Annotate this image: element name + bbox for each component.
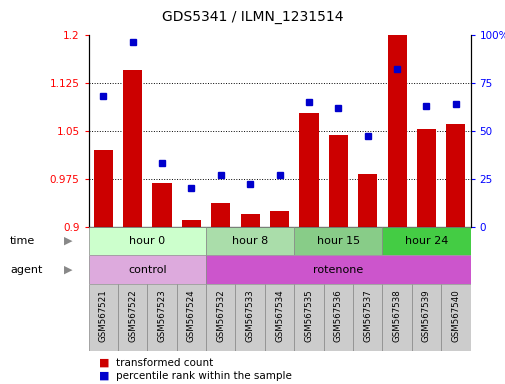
Bar xyxy=(181,220,200,227)
Bar xyxy=(88,255,206,284)
Text: GSM567537: GSM567537 xyxy=(363,290,372,342)
Bar xyxy=(358,174,377,227)
Text: GDS5341 / ILMN_1231514: GDS5341 / ILMN_1231514 xyxy=(162,10,343,23)
Bar xyxy=(328,135,347,227)
Text: ■: ■ xyxy=(98,371,109,381)
Bar xyxy=(270,210,288,227)
Bar xyxy=(323,284,352,351)
Bar xyxy=(93,150,113,227)
Text: hour 0: hour 0 xyxy=(129,236,165,246)
Bar xyxy=(352,284,382,351)
Text: hour 15: hour 15 xyxy=(316,236,359,246)
Bar xyxy=(176,284,206,351)
Bar xyxy=(206,227,294,255)
Bar xyxy=(211,203,230,227)
Bar xyxy=(382,284,411,351)
Bar xyxy=(118,284,147,351)
Text: GSM567534: GSM567534 xyxy=(275,290,283,342)
Bar xyxy=(123,70,142,227)
Bar xyxy=(206,284,235,351)
Bar xyxy=(264,284,294,351)
Bar xyxy=(294,284,323,351)
Text: hour 8: hour 8 xyxy=(232,236,268,246)
Text: GSM567539: GSM567539 xyxy=(421,290,430,342)
Text: ▶: ▶ xyxy=(64,236,72,246)
Bar xyxy=(299,113,318,227)
Text: GSM567540: GSM567540 xyxy=(450,290,460,342)
Text: GSM567538: GSM567538 xyxy=(392,290,401,342)
Bar xyxy=(152,183,171,227)
Bar xyxy=(294,227,382,255)
Bar xyxy=(416,129,435,227)
Bar xyxy=(387,0,406,227)
Text: GSM567533: GSM567533 xyxy=(245,290,254,342)
Bar xyxy=(206,255,470,284)
Text: GSM567523: GSM567523 xyxy=(157,290,166,342)
Text: GSM567524: GSM567524 xyxy=(186,290,195,342)
Text: GSM567532: GSM567532 xyxy=(216,290,225,342)
Text: GSM567521: GSM567521 xyxy=(98,290,108,342)
Text: rotenone: rotenone xyxy=(313,265,363,275)
Bar xyxy=(411,284,440,351)
Text: percentile rank within the sample: percentile rank within the sample xyxy=(116,371,292,381)
Text: GSM567535: GSM567535 xyxy=(304,290,313,342)
Text: agent: agent xyxy=(10,265,42,275)
Bar xyxy=(240,214,259,227)
Text: time: time xyxy=(10,236,35,246)
Text: transformed count: transformed count xyxy=(116,358,213,368)
Bar xyxy=(382,227,470,255)
Bar xyxy=(88,284,118,351)
Text: GSM567536: GSM567536 xyxy=(333,290,342,342)
Bar xyxy=(147,284,176,351)
Text: hour 24: hour 24 xyxy=(404,236,447,246)
Text: control: control xyxy=(128,265,166,275)
Bar xyxy=(440,284,470,351)
Text: GSM567522: GSM567522 xyxy=(128,290,137,342)
Bar xyxy=(88,227,206,255)
Text: ▶: ▶ xyxy=(64,265,72,275)
Bar xyxy=(235,284,264,351)
Text: ■: ■ xyxy=(98,358,109,368)
Bar xyxy=(445,124,465,227)
